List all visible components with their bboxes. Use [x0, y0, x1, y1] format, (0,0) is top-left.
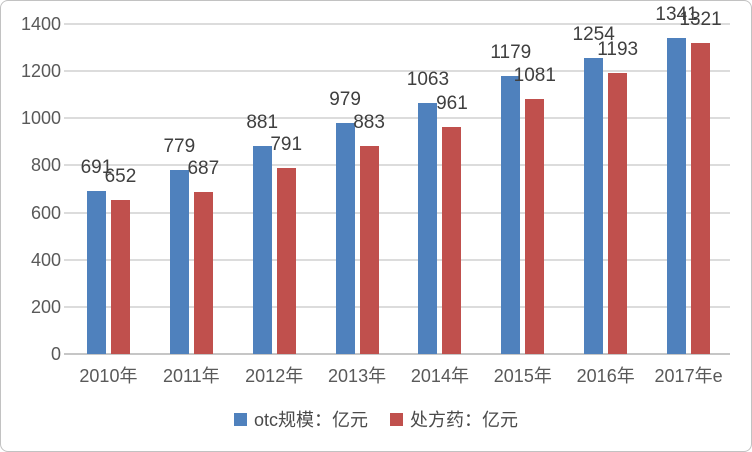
bar [86, 191, 106, 354]
bar-value-label: 1193 [597, 38, 639, 60]
y-axis-tick-label: 200 [30, 296, 61, 317]
bar [359, 145, 379, 354]
bar-value-label: 881 [246, 112, 279, 134]
legend-label: otc规模：亿元 [253, 410, 368, 430]
gridline [64, 164, 730, 167]
bar-value-label: 1063 [406, 69, 450, 91]
bar-value-label: 691 [80, 157, 113, 179]
bar [584, 58, 604, 354]
bar-value-label: 1179 [490, 42, 532, 64]
y-axis-tick-label: 800 [30, 155, 61, 176]
bar-value-label: 883 [353, 111, 385, 133]
bar-value-label: 1081 [513, 65, 556, 87]
legend: otc规模：亿元 处方药：亿元 [1, 405, 751, 433]
bar [442, 127, 462, 354]
legend-label: 处方药：亿元 [410, 410, 518, 430]
bar [110, 200, 130, 354]
x-axis-category-label: 2016年 [576, 366, 635, 386]
gridline [64, 211, 730, 214]
y-axis-tick-label: 0 [50, 344, 61, 364]
x-axis-category-label: 2017年e [654, 366, 723, 386]
bar-value-label: 961 [436, 93, 468, 115]
bar [691, 42, 711, 354]
bar-value-label: 652 [104, 166, 137, 188]
x-axis-category-label: 2011年 [162, 366, 220, 386]
legend-item: 处方药：亿元 [390, 406, 518, 432]
x-axis-category-label: 2012年 [245, 366, 304, 386]
bar [335, 123, 355, 354]
x-axis-category-label: 2013年 [328, 366, 387, 386]
gridline [64, 23, 730, 25]
legend-marker [390, 412, 403, 426]
legend-marker [233, 412, 247, 426]
bar-value-label: 687 [187, 158, 220, 180]
gridline [64, 305, 730, 308]
bar [252, 146, 272, 354]
bar-value-label: 791 [270, 133, 303, 155]
bar [501, 76, 521, 354]
legend-item: otc规模：亿元 [233, 406, 368, 432]
bar [276, 167, 296, 354]
bar [169, 170, 189, 354]
bar [608, 72, 628, 354]
x-axis-category-label: 2010年 [79, 366, 138, 386]
bar-value-label: 779 [163, 136, 196, 158]
y-axis-tick-label: 400 [30, 249, 61, 270]
x-axis-line [64, 353, 730, 355]
gridline [64, 117, 730, 120]
bar-value-label: 979 [329, 89, 361, 111]
y-axis-tick-label: 600 [30, 202, 61, 223]
bar [418, 103, 438, 354]
gridline [64, 70, 730, 73]
bar-value-label: 1321 [679, 8, 722, 30]
gridline [64, 258, 730, 261]
bar [193, 192, 213, 354]
y-axis-tick-label: 1000 [20, 108, 61, 129]
y-axis-tick-label: 1400 [20, 14, 61, 34]
bar [667, 37, 687, 354]
bar-value-label: 1254 [572, 24, 615, 46]
bar-value-label: 1341 [655, 3, 698, 25]
x-axis-category-label: 2014年 [410, 366, 469, 386]
y-axis-tick-label: 1200 [20, 61, 61, 82]
x-axis-category-label: 2015年 [493, 366, 552, 386]
bar [525, 99, 545, 354]
